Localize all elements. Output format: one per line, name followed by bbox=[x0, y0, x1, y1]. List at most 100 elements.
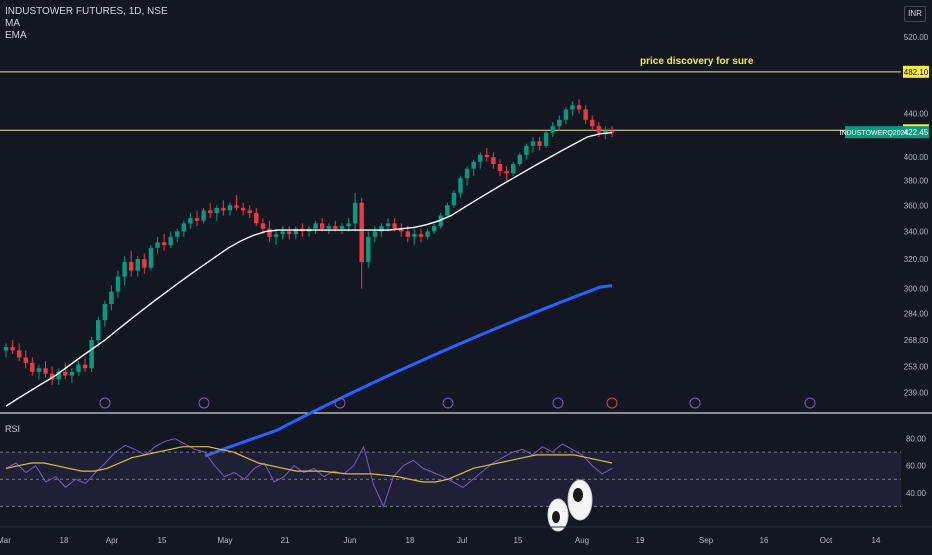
candle-body bbox=[497, 164, 503, 172]
symbol-price-tag bbox=[845, 126, 903, 139]
price-tick-label: 482.10 bbox=[904, 68, 929, 77]
dividend-event-icon bbox=[334, 397, 346, 409]
candle-body bbox=[445, 205, 450, 216]
candle-body bbox=[221, 207, 226, 211]
candle-body bbox=[161, 242, 167, 246]
candle-body bbox=[464, 168, 470, 179]
price-tick-label: 422.45 bbox=[904, 128, 929, 137]
time-tick-label: 21 bbox=[281, 536, 290, 545]
candle-body bbox=[510, 164, 516, 174]
candle-body bbox=[109, 291, 114, 305]
chart-annotation[interactable]: price discovery for sure bbox=[640, 56, 754, 67]
time-tick-label: May bbox=[217, 536, 232, 545]
dividend-event-icon bbox=[442, 397, 454, 409]
candle-body bbox=[418, 234, 424, 237]
price-tick-label: 340.00 bbox=[904, 227, 929, 236]
rsi-tick-label: 60.00 bbox=[906, 462, 927, 471]
candle-body bbox=[254, 212, 259, 224]
candle-body bbox=[69, 371, 75, 376]
candle-body bbox=[168, 236, 173, 246]
ema-line bbox=[204, 284, 613, 458]
candle-body bbox=[596, 126, 602, 133]
candle-body bbox=[471, 161, 476, 169]
dividend-event-icon bbox=[99, 397, 111, 409]
candle-body bbox=[280, 231, 285, 235]
dividend-event-icon bbox=[198, 397, 210, 409]
price-tick-label: 400.00 bbox=[904, 153, 929, 162]
candle-body bbox=[392, 223, 397, 229]
candle-body bbox=[148, 247, 154, 268]
rsi-line bbox=[5, 438, 613, 508]
candle-body bbox=[194, 218, 200, 221]
ema-legend-label[interactable]: EMA bbox=[5, 30, 27, 41]
candle-body bbox=[517, 154, 522, 165]
candle-body bbox=[576, 105, 582, 110]
candle-body bbox=[530, 141, 536, 146]
price-tick-label: 268.00 bbox=[904, 336, 929, 345]
candle-body bbox=[451, 192, 457, 206]
candle-body bbox=[438, 215, 443, 227]
candle-body bbox=[142, 259, 147, 268]
eyes-emoji-icon bbox=[573, 488, 583, 502]
ma-legend-label[interactable]: MA bbox=[5, 18, 20, 29]
flash-event-icon bbox=[606, 397, 618, 409]
candle-body bbox=[590, 119, 595, 127]
candle-body bbox=[128, 261, 134, 271]
candle-body bbox=[537, 141, 542, 146]
candle-body bbox=[30, 362, 35, 372]
candle-body bbox=[181, 223, 187, 232]
candle-body bbox=[478, 154, 483, 162]
candle-body bbox=[188, 218, 193, 224]
candle-body bbox=[399, 228, 404, 232]
time-tick-label: Apr bbox=[106, 536, 119, 545]
candle-body bbox=[379, 226, 384, 232]
candle-body bbox=[333, 226, 338, 229]
price-tick-label: 320.00 bbox=[904, 255, 929, 264]
candle-body bbox=[240, 207, 246, 211]
time-tick-label: Jun bbox=[344, 536, 357, 545]
candle-body bbox=[16, 350, 22, 358]
time-tick-label: 16 bbox=[760, 536, 769, 545]
candle-body bbox=[89, 340, 94, 369]
candle-body bbox=[227, 205, 233, 211]
candle-body bbox=[49, 373, 55, 380]
candle-body bbox=[524, 145, 529, 155]
candle-body bbox=[201, 210, 206, 221]
dividend-event-icon bbox=[804, 397, 816, 409]
flash-event-icon bbox=[552, 397, 564, 409]
dividend-event-icon bbox=[689, 397, 701, 409]
candle-body bbox=[319, 223, 325, 229]
time-tick-label: 15 bbox=[158, 536, 167, 545]
candle-body bbox=[63, 371, 68, 376]
candle-body bbox=[273, 234, 279, 237]
symbol-title: INDUSTOWER FUTURES, 1D, NSE bbox=[5, 6, 168, 17]
rsi-pane-label: RSI bbox=[5, 424, 21, 434]
eyes-emoji-icon bbox=[552, 511, 560, 523]
price-tick-label: 284.00 bbox=[904, 310, 929, 319]
candle-body bbox=[10, 347, 15, 351]
candle-body bbox=[359, 202, 364, 262]
candle-body bbox=[543, 132, 549, 146]
candle-body bbox=[583, 109, 588, 120]
candle-body bbox=[425, 231, 430, 237]
candle-body bbox=[346, 223, 351, 227]
candle-body bbox=[412, 234, 417, 237]
candle-body bbox=[326, 226, 331, 229]
candle-body bbox=[247, 210, 252, 213]
candle-body bbox=[339, 226, 345, 229]
time-tick-label: 14 bbox=[872, 536, 881, 545]
time-tick-label: 18 bbox=[406, 536, 415, 545]
candle-body bbox=[557, 119, 562, 127]
currency-button[interactable]: INR bbox=[904, 6, 926, 22]
time-tick-label: Jul bbox=[457, 536, 467, 545]
hline-price-tag bbox=[903, 65, 929, 78]
candle-body bbox=[175, 231, 180, 237]
candle-body bbox=[405, 231, 411, 237]
candle-body bbox=[76, 364, 81, 372]
time-tick-label: 18 bbox=[60, 536, 69, 545]
candle-body bbox=[484, 154, 490, 158]
candle-body bbox=[603, 130, 608, 133]
candle-body bbox=[431, 226, 437, 232]
price-tick-label: 239.00 bbox=[904, 388, 929, 397]
